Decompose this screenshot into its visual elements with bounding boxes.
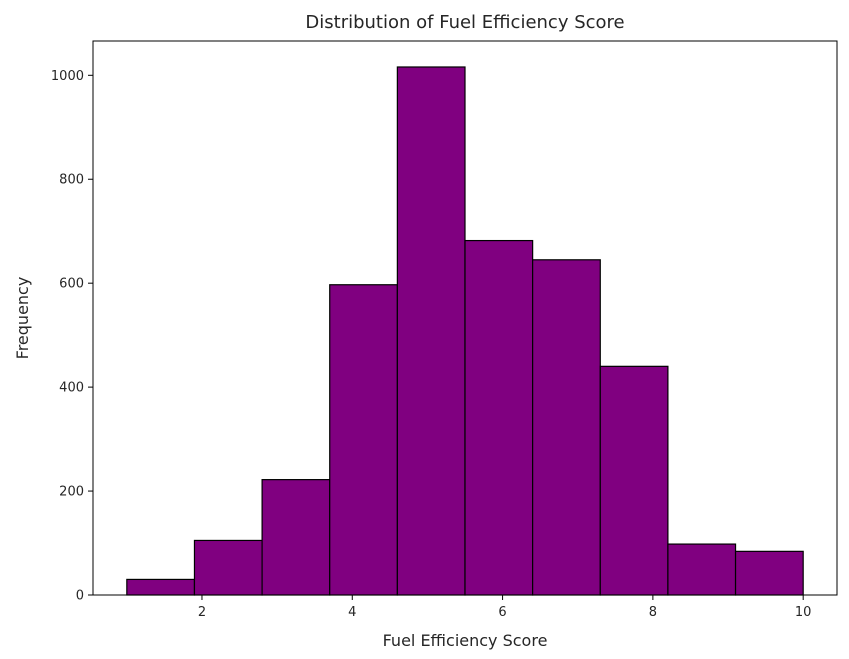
- x-axis-ticks: 2 4 6 8 10: [198, 595, 812, 620]
- bars-group: [126, 66, 804, 596]
- x-tick-label: 8: [649, 605, 657, 620]
- x-tick-label: 2: [198, 605, 206, 620]
- y-tick-label: 200: [59, 485, 84, 500]
- histogram-bar: [126, 578, 196, 596]
- x-tick-label: 10: [795, 605, 812, 620]
- histogram-bar: [396, 66, 466, 596]
- y-tick-label: 600: [59, 277, 84, 292]
- y-axis-ticks: 0 200 400 600 800 1000: [51, 69, 93, 604]
- y-tick-label: 0: [76, 589, 84, 604]
- y-tick-label: 800: [59, 173, 84, 188]
- histogram-bar: [599, 365, 669, 596]
- x-tick-label: 6: [498, 605, 506, 620]
- histogram-bar: [734, 550, 804, 596]
- x-axis-label: Fuel Efficiency Score: [383, 631, 548, 650]
- y-tick-label: 400: [59, 381, 84, 396]
- histogram-bar: [261, 479, 331, 596]
- histogram-bar: [464, 239, 534, 596]
- x-tick-label: 4: [348, 605, 356, 620]
- y-axis-label: Frequency: [13, 277, 32, 360]
- plot-frame: [92, 40, 838, 596]
- y-tick-label: 1000: [51, 69, 84, 84]
- histogram-bar: [193, 539, 263, 596]
- chart-title: Distribution of Fuel Efficiency Score: [305, 12, 624, 33]
- histogram-bar: [329, 284, 398, 596]
- histogram-bar: [532, 259, 601, 596]
- histogram-bar: [667, 543, 737, 596]
